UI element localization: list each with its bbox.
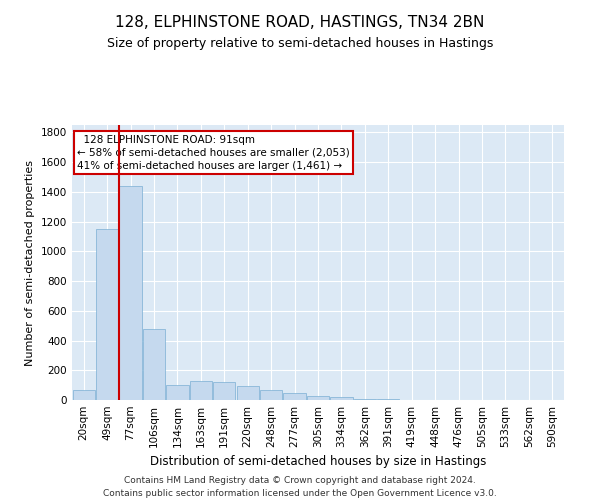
- Bar: [190, 380, 212, 400]
- Text: Size of property relative to semi-detached houses in Hastings: Size of property relative to semi-detach…: [107, 38, 493, 51]
- Text: 128 ELPHINSTONE ROAD: 91sqm
← 58% of semi-detached houses are smaller (2,053)
41: 128 ELPHINSTONE ROAD: 91sqm ← 58% of sem…: [77, 134, 350, 171]
- Bar: [143, 328, 165, 400]
- Bar: [73, 390, 95, 400]
- Bar: [119, 186, 142, 400]
- Bar: [213, 382, 235, 400]
- Bar: [236, 386, 259, 400]
- Text: 128, ELPHINSTONE ROAD, HASTINGS, TN34 2BN: 128, ELPHINSTONE ROAD, HASTINGS, TN34 2B…: [115, 15, 485, 30]
- Bar: [283, 392, 305, 400]
- Bar: [331, 398, 353, 400]
- Bar: [307, 396, 329, 400]
- X-axis label: Distribution of semi-detached houses by size in Hastings: Distribution of semi-detached houses by …: [150, 456, 486, 468]
- Bar: [166, 385, 188, 400]
- Bar: [96, 229, 118, 400]
- Y-axis label: Number of semi-detached properties: Number of semi-detached properties: [25, 160, 35, 366]
- Text: Contains HM Land Registry data © Crown copyright and database right 2024.
Contai: Contains HM Land Registry data © Crown c…: [103, 476, 497, 498]
- Bar: [377, 399, 400, 400]
- Bar: [260, 390, 282, 400]
- Bar: [354, 398, 376, 400]
